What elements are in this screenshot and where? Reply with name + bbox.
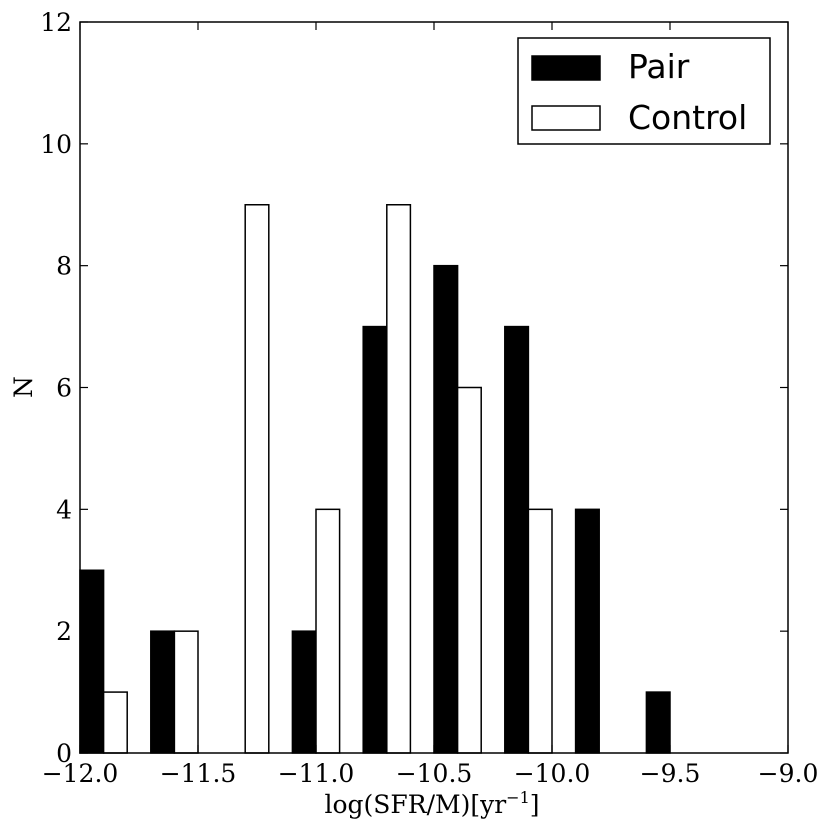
- bar-pair: [79, 569, 105, 754]
- y-tick-label: 2: [56, 617, 72, 646]
- x-axis-label-superscript: −1: [506, 788, 530, 807]
- bar-control: [386, 204, 412, 754]
- bar-pair: [645, 691, 671, 754]
- legend-label-pair: Pair: [628, 47, 690, 86]
- x-tick-label: −12.0: [42, 759, 119, 788]
- x-axis-label-main: log(SFR/M)[yr: [324, 790, 506, 819]
- y-tick-label: 12: [40, 8, 72, 37]
- legend-swatch-pair: [531, 55, 601, 81]
- bar-control: [527, 508, 553, 754]
- bar-pair: [433, 264, 459, 754]
- x-tick-label: −9.5: [640, 759, 701, 788]
- x-axis-label: log(SFR/M)[yr−1]: [324, 788, 539, 819]
- y-axis-label: N: [9, 376, 38, 398]
- plot-frame: [79, 21, 789, 754]
- bar-pair: [504, 325, 530, 754]
- bar-control: [315, 508, 341, 754]
- bar-control: [456, 386, 482, 754]
- bar-pair: [291, 630, 317, 754]
- bar-pair: [362, 325, 388, 754]
- x-tick-label: −11.5: [160, 759, 237, 788]
- x-tick-label: −10.5: [396, 759, 473, 788]
- y-tick-label: 6: [56, 374, 72, 403]
- bar-control: [244, 204, 270, 754]
- legend-swatch-control: [531, 105, 601, 131]
- bar-control: [102, 691, 128, 754]
- bar-control: [173, 630, 199, 754]
- bar-pair: [574, 508, 600, 754]
- x-tick-label: −11.0: [278, 759, 355, 788]
- ticks-layer: −12.0 −11.5 −11.0 −10.5 −10.0 −9.5 −9.0 0 2 4 6 8 10…: [40, 8, 818, 788]
- y-tick-label: 0: [56, 739, 72, 768]
- y-tick-label: 8: [56, 252, 72, 281]
- y-tick-label: 10: [40, 130, 72, 159]
- bars-layer: [79, 204, 671, 754]
- bar-pair: [150, 630, 176, 754]
- x-axis-label-suffix: ]: [530, 790, 540, 819]
- legend-label-control: Control: [628, 98, 747, 137]
- x-tick-label: −9.0: [758, 759, 819, 788]
- y-tick-label: 4: [56, 495, 72, 524]
- x-tick-label: −10.0: [514, 759, 591, 788]
- legend: Pair Control: [517, 37, 771, 145]
